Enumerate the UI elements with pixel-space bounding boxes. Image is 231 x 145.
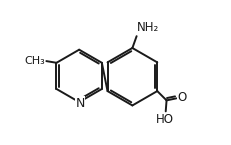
Text: O: O [178, 91, 187, 104]
Text: NH₂: NH₂ [137, 21, 160, 35]
Text: HO: HO [156, 113, 174, 126]
Text: N: N [75, 97, 85, 110]
Text: CH₃: CH₃ [25, 56, 46, 66]
